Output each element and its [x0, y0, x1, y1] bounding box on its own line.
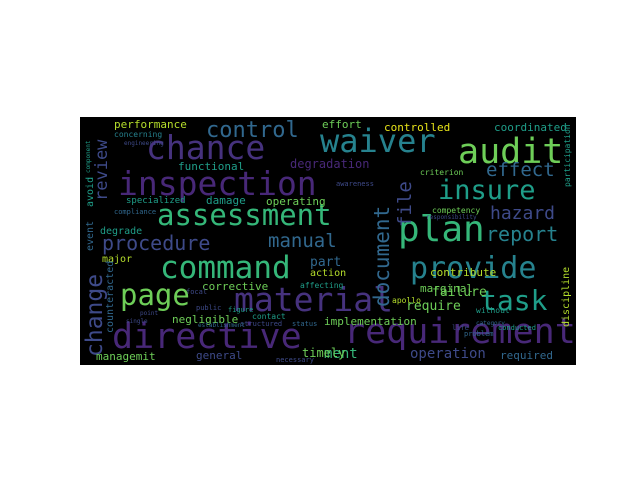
word-category: category — [476, 320, 505, 327]
word-review: review — [92, 139, 112, 201]
word-responsibility: responsibility — [426, 214, 477, 221]
word-degradation: degradation — [290, 157, 370, 171]
word-implementation: implementation — [324, 315, 417, 328]
word-participation: participation — [563, 124, 572, 187]
word-marginal: marginal — [420, 282, 473, 295]
word-coordinated: coordinated — [494, 121, 567, 134]
word-functional: functional — [178, 160, 245, 173]
word-event: event — [85, 220, 96, 251]
word-concerning: concerning — [114, 130, 163, 139]
word-waiver: waiver — [320, 122, 436, 160]
word-specialized: specialized — [126, 196, 186, 206]
word-require: require — [406, 299, 461, 314]
word-structured: structured — [240, 320, 283, 328]
word-change: change — [82, 273, 108, 357]
word-engineering: engineering — [124, 140, 164, 147]
word-effect: effect — [486, 159, 555, 181]
word-managemit: managemit — [96, 350, 156, 363]
word-status: status — [292, 320, 318, 328]
word-document: document — [370, 205, 394, 307]
word-control: control — [206, 118, 299, 143]
word-single: single — [126, 318, 148, 325]
word-without: without — [476, 306, 510, 315]
word-insure: insure — [438, 175, 536, 206]
word-corrective: corrective — [202, 280, 269, 293]
word-compliance: compliance — [114, 208, 157, 216]
word-chance: chance — [146, 128, 266, 167]
word-degrade: degrade — [100, 226, 143, 237]
word-material: material — [234, 280, 393, 319]
word-necessary: necessary — [276, 356, 314, 364]
word-public: public — [196, 304, 222, 312]
word-counteracted: counteracted — [105, 260, 116, 333]
word-report: report — [486, 222, 559, 246]
word-contribute: contribute — [430, 266, 497, 279]
word-assessment: assessment — [157, 198, 332, 232]
word-problem: problem — [464, 330, 494, 338]
word-competency: competency — [432, 206, 481, 215]
word-timely: timely — [302, 346, 346, 360]
word-manual: manual — [268, 230, 337, 252]
word-effort: effort — [322, 118, 362, 131]
word-negligible: negligible — [172, 313, 239, 326]
word-inspection: inspection — [118, 164, 317, 203]
word-damage: damage — [206, 194, 246, 207]
word-page: page — [120, 278, 190, 312]
word-procedure: procedure — [102, 231, 211, 255]
word-requirement: requirement — [344, 312, 576, 352]
word-provide: provide — [410, 251, 537, 286]
word-apollo: apollo — [392, 296, 421, 305]
word-performance: performance — [114, 118, 187, 131]
word-contact: contact — [252, 312, 286, 321]
word-directive: directive — [112, 317, 302, 357]
word-point: point — [140, 310, 159, 317]
word-component: component — [85, 140, 92, 173]
word-failure: failure — [432, 285, 487, 300]
word-action: action — [310, 268, 347, 279]
word-plan: plan — [398, 209, 485, 250]
word-hazard: hazard — [490, 203, 556, 224]
word-affecting: affecting — [300, 281, 344, 290]
word-task: task — [480, 284, 548, 317]
word-major: major — [102, 254, 133, 265]
word-part: part — [310, 255, 342, 270]
word-discipline: discipline — [561, 266, 572, 327]
word-life: life — [452, 324, 469, 332]
word-conducted: conducted — [498, 324, 536, 332]
word-criterion: criterion — [420, 168, 464, 177]
word-focal: focal — [186, 288, 208, 296]
word-cloud: requirement directive assessment inspect… — [80, 117, 576, 365]
word-controlled: controlled — [384, 121, 451, 134]
word-command: command — [160, 250, 291, 286]
word-ment: ment — [324, 346, 358, 362]
word-operation: operation — [410, 346, 486, 362]
word-figure: figure — [228, 306, 254, 314]
word-awareness: awareness — [336, 180, 374, 188]
word-general: general — [196, 349, 243, 362]
word-audit: audit — [458, 132, 564, 172]
word-required: required — [500, 349, 553, 362]
word-avoid: avoid — [85, 176, 96, 207]
word-file: file — [394, 181, 416, 227]
word-establishment: establishment — [198, 322, 245, 329]
word-operating: operating — [266, 195, 326, 208]
